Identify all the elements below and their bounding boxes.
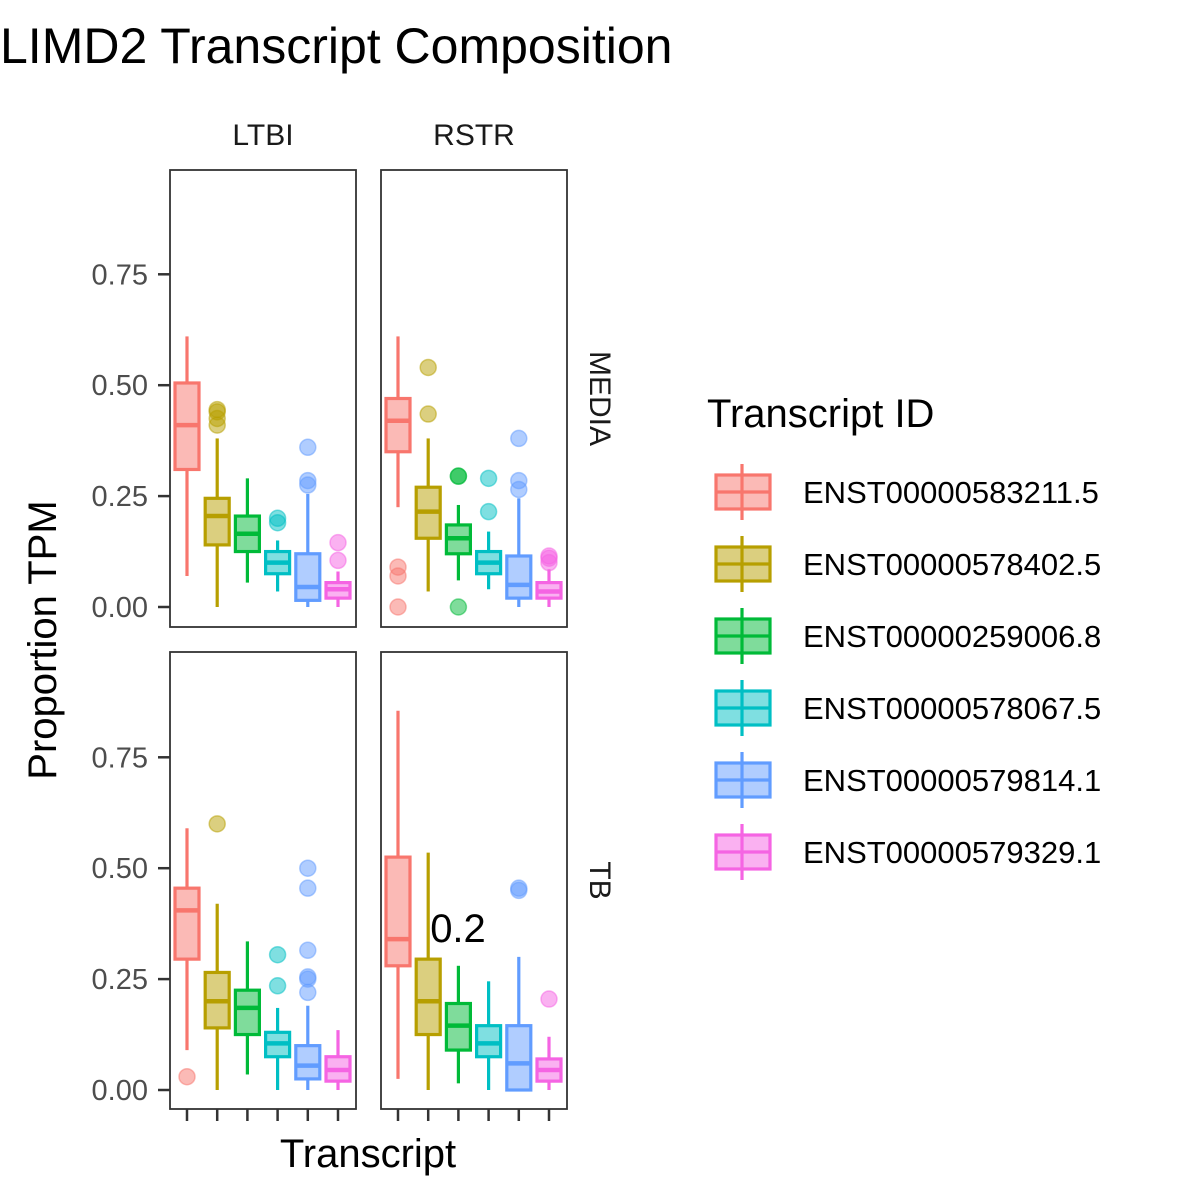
- outlier-point: [389, 558, 407, 576]
- chart-title: LIMD2 Transcript Composition: [0, 18, 672, 74]
- facet-strip-label: RSTR: [433, 119, 515, 152]
- legend-item: ENST00000583211.5: [714, 464, 1099, 520]
- legend-label: ENST00000578067.5: [803, 691, 1101, 726]
- legend-label: ENST00000579814.1: [803, 763, 1101, 798]
- box-iqr: [384, 855, 412, 968]
- boxplot: [505, 879, 533, 1092]
- outlier-point: [299, 968, 317, 986]
- boxplot: [324, 1030, 352, 1090]
- y-tick-label: 0.50: [92, 370, 148, 402]
- boxplot: [475, 981, 503, 1090]
- outlier-point: [449, 467, 468, 485]
- outlier-point: [299, 438, 317, 457]
- box-iqr: [173, 886, 201, 961]
- boxplot: [444, 467, 472, 616]
- boxplot: [173, 336, 201, 576]
- boxplot: [475, 469, 503, 590]
- box-iqr: [414, 957, 442, 1037]
- box-iqr: [294, 1044, 322, 1081]
- box-iqr: [294, 552, 322, 602]
- box-iqr: [384, 396, 412, 454]
- legend-item: ENST00000578402.5: [714, 536, 1101, 592]
- outlier-point: [299, 859, 317, 877]
- y-tick-label: 0.00: [92, 1075, 148, 1107]
- boxplot: [294, 438, 322, 607]
- outlier-point: [510, 471, 528, 490]
- boxplot: [384, 336, 412, 616]
- outlier-point: [268, 977, 287, 995]
- legend-item: ENST00000578067.5: [714, 680, 1101, 736]
- y-axis-label: Proportion TPM: [21, 500, 65, 779]
- boxplot: [535, 547, 563, 607]
- boxplot: [384, 710, 412, 1079]
- facet-strip-label: TB: [583, 861, 616, 899]
- outlier-point: [268, 509, 287, 528]
- y-tick-label: 0.25: [92, 964, 148, 996]
- boxplot: [324, 533, 352, 607]
- boxplot: [414, 358, 442, 592]
- outlier-point: [329, 551, 347, 570]
- legend-label: ENST00000583211.5: [803, 475, 1099, 510]
- outlier-point: [389, 598, 407, 616]
- boxplot: [444, 965, 472, 1084]
- panel-frame: [169, 169, 357, 628]
- boxplot: [203, 815, 231, 1090]
- y-tick-label: 0.00: [92, 592, 148, 624]
- facet-strip-label: LTBI: [232, 119, 293, 152]
- legend: ENST00000583211.5 ENST00000578402.5 ENST00…: [714, 464, 1101, 880]
- boxplot: [264, 509, 292, 592]
- outlier-point: [479, 502, 498, 521]
- boxplot: [294, 859, 322, 1090]
- box-iqr: [203, 496, 231, 547]
- legend-item: ENST00000259006.8: [714, 608, 1101, 664]
- box-iqr: [505, 1024, 533, 1092]
- boxplot: [505, 429, 533, 607]
- outlier-point: [299, 471, 317, 490]
- outlier-point: [178, 1067, 196, 1086]
- boxplot: [414, 852, 442, 1090]
- y-tick-label: 0.25: [92, 481, 148, 513]
- outlier-point: [510, 879, 528, 897]
- boxplot: [173, 828, 201, 1086]
- outlier-point: [268, 945, 287, 964]
- legend-item: ENST00000579329.1: [714, 824, 1101, 880]
- outlier-point: [510, 429, 528, 448]
- panel-frame: [380, 169, 568, 628]
- outlier-point: [419, 358, 437, 377]
- boxplot: [264, 945, 292, 1090]
- annotation-label: 0.2: [430, 907, 486, 951]
- outlier-point: [540, 547, 558, 565]
- outlier-point: [479, 469, 498, 488]
- boxplot: [203, 400, 231, 607]
- outlier-point: [540, 990, 558, 1008]
- y-tick-label: 0.50: [92, 853, 148, 885]
- outlier-point: [299, 941, 317, 960]
- boxplot: [233, 941, 261, 1075]
- y-tick-label: 0.75: [92, 742, 148, 774]
- boxplot: [535, 990, 563, 1090]
- x-axis-label: Transcript: [280, 1132, 456, 1176]
- outlier-point: [419, 405, 437, 423]
- legend-label: ENST00000578402.5: [803, 547, 1101, 582]
- legend-title: Transcript ID: [707, 392, 934, 436]
- legend-label: ENST00000579329.1: [803, 835, 1101, 870]
- panel-frame: [169, 651, 357, 1110]
- box-iqr: [505, 554, 533, 600]
- outlier-point: [299, 879, 317, 897]
- outlier-point: [329, 533, 347, 552]
- outlier-point: [208, 815, 226, 833]
- legend-item: ENST00000579814.1: [714, 752, 1101, 808]
- outlier-point: [208, 400, 226, 419]
- panel-frame: [380, 651, 568, 1110]
- legend-label: ENST00000259006.8: [803, 619, 1101, 654]
- facet-strip-label: MEDIA: [583, 351, 616, 446]
- box-iqr: [233, 988, 261, 1037]
- facet-panels: LTBI RSTR MEDIA TB 0.00 0.25 0.50 0.75 0.00 0.25 0…: [92, 119, 616, 1121]
- boxplot: [233, 478, 261, 583]
- y-tick-label: 0.75: [92, 259, 148, 291]
- outlier-point: [449, 598, 468, 616]
